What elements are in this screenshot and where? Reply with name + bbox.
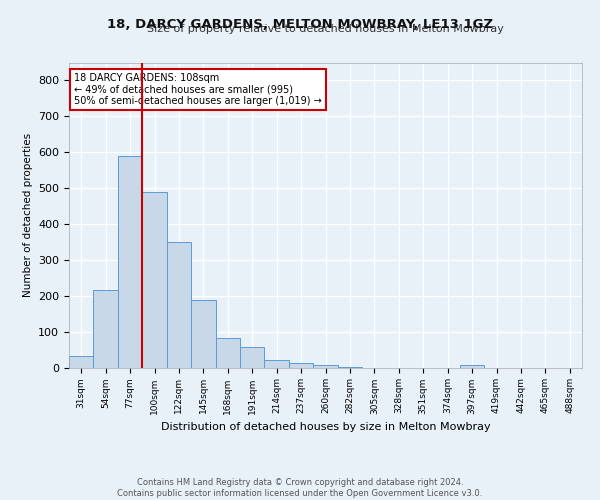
Bar: [460, 365, 484, 368]
Bar: [313, 365, 338, 368]
Text: 18, DARCY GARDENS, MELTON MOWBRAY, LE13 1GZ: 18, DARCY GARDENS, MELTON MOWBRAY, LE13 …: [107, 18, 493, 30]
Title: Size of property relative to detached houses in Melton Mowbray: Size of property relative to detached ho…: [147, 24, 504, 34]
Bar: [265, 360, 289, 368]
X-axis label: Distribution of detached houses by size in Melton Mowbray: Distribution of detached houses by size …: [161, 422, 490, 432]
Bar: [289, 363, 313, 368]
Bar: [69, 356, 94, 368]
Text: Contains HM Land Registry data © Crown copyright and database right 2024.
Contai: Contains HM Land Registry data © Crown c…: [118, 478, 482, 498]
Bar: [240, 347, 265, 368]
Bar: [142, 192, 167, 368]
Bar: [118, 156, 142, 368]
Bar: [167, 242, 191, 368]
Text: 18 DARCY GARDENS: 108sqm
← 49% of detached houses are smaller (995)
50% of semi-: 18 DARCY GARDENS: 108sqm ← 49% of detach…: [74, 73, 322, 106]
Bar: [215, 338, 240, 368]
Y-axis label: Number of detached properties: Number of detached properties: [23, 133, 32, 297]
Bar: [191, 300, 215, 368]
Bar: [94, 290, 118, 368]
Bar: [338, 367, 362, 368]
